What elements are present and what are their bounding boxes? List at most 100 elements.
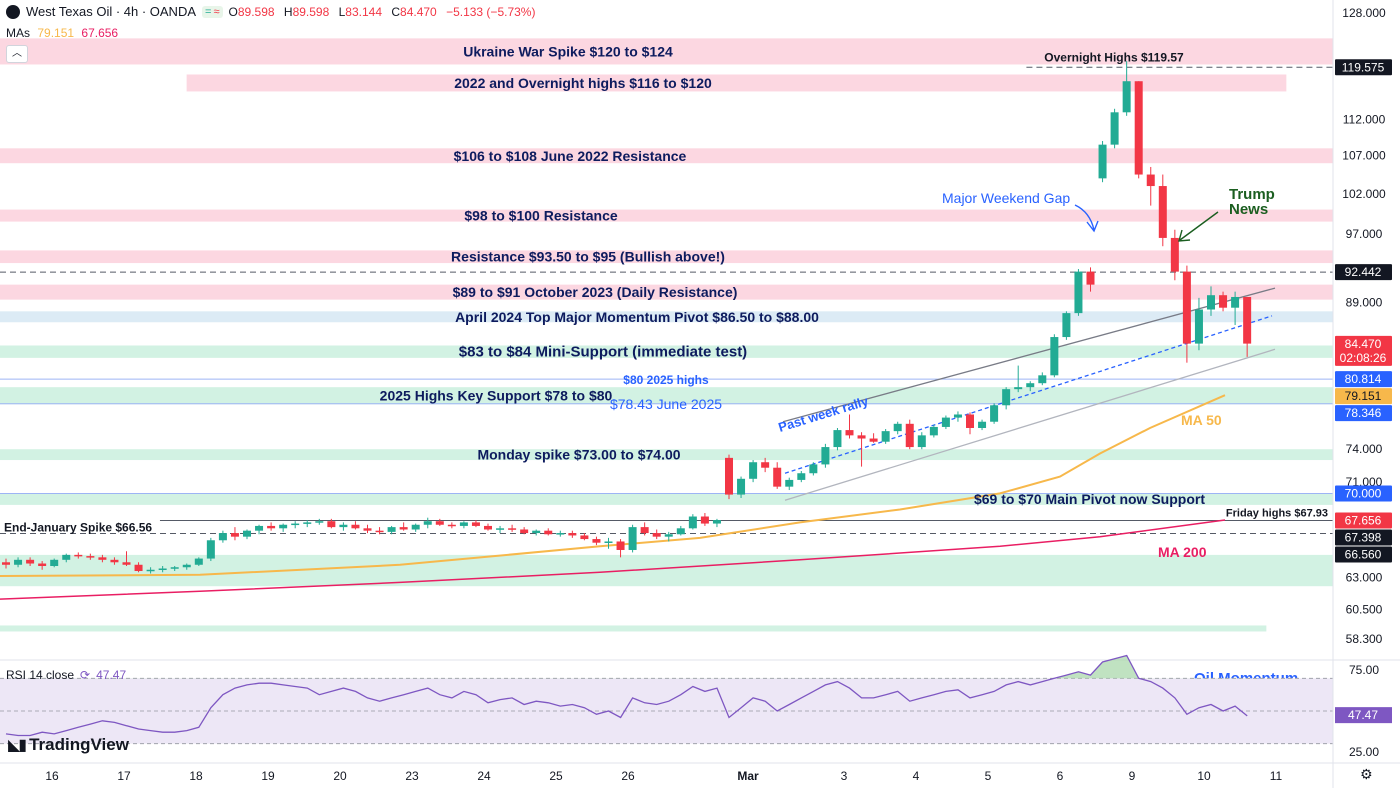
candle-body[interactable]	[809, 464, 818, 474]
candle-body[interactable]	[26, 559, 35, 564]
candle-body[interactable]	[978, 421, 987, 428]
candle-body[interactable]	[146, 569, 155, 572]
candle-body[interactable]	[134, 564, 143, 572]
candle-body[interactable]	[917, 435, 926, 448]
candle-body[interactable]	[712, 520, 721, 524]
candle-body[interactable]	[773, 467, 782, 487]
candle-body[interactable]	[953, 414, 962, 418]
candle-body[interactable]	[484, 525, 492, 530]
candle-body[interactable]	[194, 558, 203, 565]
toggle-right-icon[interactable]: ≈	[213, 5, 220, 18]
candle-body[interactable]	[785, 479, 794, 487]
candle-body[interactable]	[761, 462, 770, 468]
gear-icon[interactable]: ⚙	[1360, 766, 1373, 782]
refresh-icon[interactable]: ⟳	[80, 668, 91, 682]
candle-body[interactable]	[86, 556, 95, 558]
zone-band[interactable]	[186, 74, 1287, 92]
candle-body[interactable]	[676, 528, 685, 535]
candle-body[interactable]	[1146, 174, 1155, 187]
candle-body[interactable]	[1038, 375, 1047, 384]
candle-body[interactable]	[339, 524, 348, 528]
candle-body[interactable]	[1182, 271, 1191, 344]
candle-body[interactable]	[243, 530, 251, 537]
candle-body[interactable]	[893, 423, 902, 432]
candle-body[interactable]	[303, 522, 312, 524]
ma50-line[interactable]	[0, 394, 1226, 577]
candle-body[interactable]	[267, 525, 276, 529]
candle-body[interactable]	[544, 530, 553, 535]
candle-body[interactable]	[351, 524, 360, 529]
candle-body[interactable]	[1243, 296, 1252, 344]
candle-body[interactable]	[821, 447, 830, 465]
candle-body[interactable]	[929, 426, 938, 436]
tradingview-logo[interactable]: ◣▮ TradingView	[8, 735, 129, 755]
candle-body[interactable]	[435, 521, 444, 525]
candle-body[interactable]	[749, 462, 758, 479]
candle-body[interactable]	[966, 414, 974, 428]
candle-body[interactable]	[496, 528, 505, 530]
candle-body[interactable]	[387, 527, 396, 532]
candle-body[interactable]	[881, 431, 890, 442]
candle-body[interactable]	[1050, 337, 1059, 376]
candle-body[interactable]	[255, 525, 264, 531]
candle-body[interactable]	[74, 554, 83, 557]
candle-body[interactable]	[38, 563, 47, 567]
candle-body[interactable]	[1026, 383, 1035, 388]
rsi-header[interactable]: RSI 14 close ⟳ 47.47	[6, 668, 126, 682]
candle-body[interactable]	[1098, 144, 1107, 179]
candle-body[interactable]	[279, 524, 288, 529]
candle-body[interactable]	[688, 516, 697, 529]
candle-body[interactable]	[941, 417, 950, 427]
candle-body[interactable]	[725, 457, 733, 495]
candle-body[interactable]	[1170, 237, 1179, 272]
candle-body[interactable]	[399, 527, 408, 530]
candle-body[interactable]	[700, 516, 709, 524]
zone-band[interactable]	[0, 554, 1333, 587]
candle-body[interactable]	[1062, 313, 1071, 338]
candle-body[interactable]	[556, 533, 565, 535]
candle-body[interactable]	[459, 522, 468, 526]
candle-body[interactable]	[520, 529, 529, 534]
zone-band[interactable]	[0, 209, 1333, 222]
candle-body[interactable]	[664, 534, 673, 537]
candle-body[interactable]	[532, 530, 541, 534]
zone-band[interactable]	[0, 250, 1333, 264]
candle-body[interactable]	[737, 478, 746, 495]
candle-body[interactable]	[1158, 186, 1167, 238]
candle-body[interactable]	[604, 541, 613, 543]
candle-body[interactable]	[628, 527, 637, 550]
candle-body[interactable]	[230, 533, 239, 537]
candle-body[interactable]	[990, 405, 999, 422]
candle-body[interactable]	[447, 524, 456, 527]
candle-body[interactable]	[1134, 81, 1143, 175]
trend-channel-line[interactable]	[784, 348, 1276, 501]
candle-body[interactable]	[411, 524, 420, 530]
candle-body[interactable]	[1110, 112, 1119, 145]
zone-band[interactable]	[0, 38, 1333, 65]
zone-band[interactable]	[0, 493, 1333, 505]
candle-body[interactable]	[568, 533, 577, 536]
candle-body[interactable]	[423, 521, 432, 525]
zone-band[interactable]	[0, 311, 1333, 323]
chevron-up-icon[interactable]: ︿	[6, 45, 28, 63]
candle-body[interactable]	[1014, 387, 1023, 390]
candle-body[interactable]	[592, 539, 601, 543]
toggle-left-icon[interactable]: =	[205, 5, 212, 18]
candle-body[interactable]	[652, 533, 661, 537]
candle-body[interactable]	[14, 559, 23, 565]
candle-body[interactable]	[857, 435, 866, 439]
candle-body[interactable]	[363, 528, 372, 531]
candle-body[interactable]	[98, 557, 107, 560]
ma200-line[interactable]	[0, 519, 1226, 600]
zone-band[interactable]	[0, 625, 1267, 632]
candle-body[interactable]	[291, 523, 300, 526]
candle-body[interactable]	[1086, 271, 1095, 285]
candle-body[interactable]	[869, 438, 878, 442]
candle-body[interactable]	[1002, 389, 1011, 406]
candle-body[interactable]	[158, 568, 167, 571]
rsi-line[interactable]	[5, 654, 1248, 737]
candle-body[interactable]	[833, 430, 842, 448]
candle-body[interactable]	[508, 528, 517, 530]
candle-body[interactable]	[580, 535, 589, 540]
